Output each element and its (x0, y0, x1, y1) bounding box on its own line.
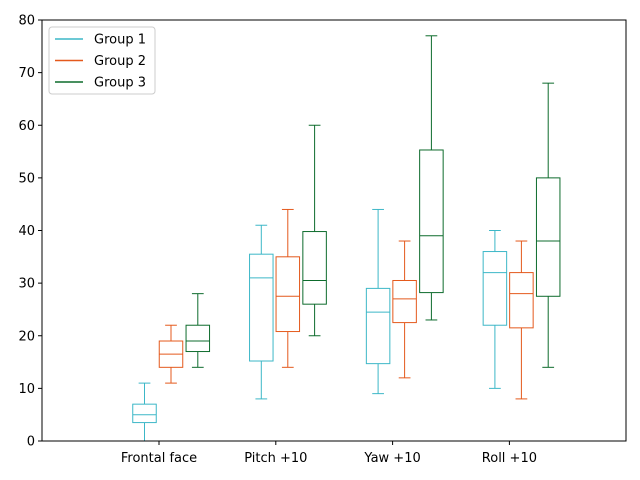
box (392, 240, 417, 379)
box-iqr (302, 231, 327, 305)
y-axis: 0 10 20 30 40 50 60 70 80 (18, 14, 42, 450)
box-iqr (275, 256, 301, 333)
y-tick-label: 50 (18, 171, 35, 186)
box (365, 208, 391, 395)
y-tick-label: 30 (18, 277, 35, 292)
x-tick-label: Frontal face (121, 451, 197, 466)
box-iqr (482, 251, 508, 326)
x-tick-label: Pitch +10 (244, 451, 307, 466)
box-iqr (365, 287, 391, 365)
legend-label: Group 3 (94, 76, 146, 91)
box-iqr (185, 324, 211, 353)
box-iqr (419, 149, 444, 294)
box (482, 230, 508, 389)
box-iqr (509, 272, 534, 329)
series-1 (132, 208, 508, 442)
y-tick-label: 20 (18, 329, 35, 344)
box-iqr (249, 253, 274, 362)
box (158, 324, 184, 384)
box (249, 224, 274, 400)
box (419, 35, 444, 321)
box-iqr (392, 279, 417, 324)
box (275, 208, 301, 368)
legend: Group 1 Group 2 Group 3 (48, 26, 156, 95)
box (302, 124, 327, 337)
y-tick-label: 0 (27, 435, 35, 450)
y-tick-label: 10 (18, 382, 35, 397)
series-2 (158, 208, 534, 400)
axes-frame (41, 19, 627, 442)
legend-frame (48, 26, 156, 95)
legend-label: Group 2 (94, 54, 146, 69)
box (535, 82, 561, 368)
x-axis: Frontal face Pitch +10 Yaw +10 Roll +10 (121, 441, 537, 466)
box (185, 293, 211, 368)
x-tick-label: Roll +10 (482, 451, 537, 466)
box-iqr (535, 177, 561, 297)
box (132, 382, 157, 442)
box-iqr (132, 403, 157, 424)
x-tick-label: Yaw +10 (363, 451, 420, 466)
box (509, 240, 534, 400)
series-3 (185, 35, 561, 368)
y-tick-label: 40 (18, 224, 35, 239)
plot-area (132, 35, 561, 442)
y-tick-label: 70 (18, 66, 35, 81)
legend-label: Group 1 (94, 33, 146, 48)
y-tick-label: 80 (18, 14, 35, 29)
y-tick-label: 60 (18, 119, 35, 134)
